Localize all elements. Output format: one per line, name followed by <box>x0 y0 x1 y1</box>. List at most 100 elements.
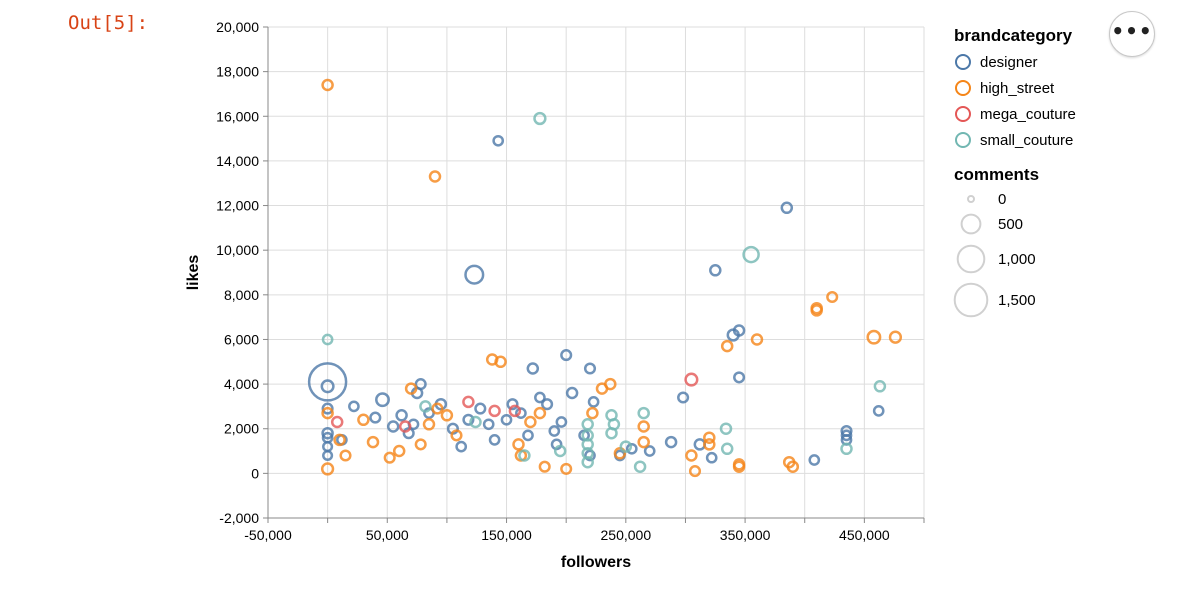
data-point <box>414 438 427 451</box>
data-point <box>584 449 596 462</box>
data-point <box>684 372 699 387</box>
data-point <box>625 442 638 455</box>
legend-label: high_street <box>980 80 1055 97</box>
y-tick-label: 2,000 <box>224 421 259 437</box>
data-point <box>321 333 334 346</box>
data-point <box>732 460 746 473</box>
data-point <box>488 404 501 418</box>
data-point <box>637 435 650 449</box>
data-point <box>482 418 495 431</box>
legend-symbol <box>955 80 971 96</box>
data-point <box>555 416 568 428</box>
y-axis-title: likes <box>185 255 202 291</box>
data-point <box>637 420 650 433</box>
x-tick-label: 350,000 <box>720 527 771 543</box>
data-point <box>742 245 760 264</box>
data-point <box>873 380 887 393</box>
data-point <box>322 449 334 462</box>
data-point <box>619 440 633 453</box>
data-point <box>307 362 348 402</box>
data-point <box>677 391 690 404</box>
data-point <box>386 420 400 433</box>
data-point <box>392 444 406 458</box>
data-point <box>888 330 903 344</box>
data-point <box>339 449 352 462</box>
data-point <box>321 426 334 440</box>
data-point <box>508 404 522 418</box>
data-point <box>469 415 482 429</box>
data-point <box>604 377 617 391</box>
color-legend-title: brandcategory <box>954 26 1073 45</box>
data-point <box>455 440 468 453</box>
size-legend-symbol <box>956 244 986 274</box>
y-tick-label: 12,000 <box>216 198 259 214</box>
data-point <box>515 407 527 419</box>
data-point <box>398 420 412 433</box>
chart-grid <box>267 26 925 519</box>
data-point <box>440 409 454 422</box>
legend-label: small_couture <box>980 132 1073 149</box>
x-tick-label: -50,000 <box>244 527 292 543</box>
data-point <box>534 391 546 404</box>
data-point <box>786 460 800 473</box>
data-point <box>750 333 764 346</box>
y-tick-label: 20,000 <box>216 19 259 35</box>
size-legend-label: 1,500 <box>998 292 1036 309</box>
size-legend-label: 0 <box>998 191 1006 208</box>
data-point <box>320 379 335 394</box>
data-point <box>688 465 702 478</box>
y-tick-label: -2,000 <box>219 510 259 526</box>
data-point <box>450 429 463 442</box>
data-point <box>404 382 418 395</box>
data-point <box>395 409 408 422</box>
data-point <box>348 400 360 413</box>
x-tick-label: 250,000 <box>601 527 652 543</box>
data-point <box>321 402 334 415</box>
data-point <box>422 418 436 431</box>
data-point <box>703 438 716 451</box>
data-point <box>524 415 537 429</box>
data-point <box>541 398 554 411</box>
data-point <box>492 134 505 147</box>
size-legend-label: 1,000 <box>998 251 1036 268</box>
x-tick-label: 150,000 <box>481 527 532 543</box>
legend-symbol <box>955 106 971 122</box>
data-point <box>462 395 475 409</box>
data-point <box>512 438 525 451</box>
data-point <box>333 433 346 447</box>
data-point <box>522 429 534 442</box>
chart-marks <box>307 78 903 478</box>
data-point <box>548 425 561 437</box>
data-point <box>321 406 334 420</box>
data-point <box>605 426 618 440</box>
data-point <box>506 398 519 411</box>
data-point <box>369 411 382 424</box>
y-tick-label: 16,000 <box>216 108 259 124</box>
data-point <box>414 378 427 391</box>
data-point <box>732 324 746 337</box>
data-point <box>810 304 823 317</box>
cell-output-prompt: Out[5]: <box>68 12 149 34</box>
data-point <box>431 402 444 415</box>
data-point <box>565 386 579 400</box>
data-point <box>703 431 716 444</box>
data-point <box>840 429 853 442</box>
data-point <box>538 460 551 473</box>
data-point <box>330 415 344 429</box>
y-tick-label: 8,000 <box>224 287 259 303</box>
y-tick-label: 18,000 <box>216 64 259 80</box>
data-point <box>709 264 722 277</box>
chart-actions-menu-button[interactable]: ••• <box>1109 11 1155 57</box>
data-point <box>720 339 734 353</box>
y-tick-label: 10,000 <box>216 242 259 258</box>
y-tick-label: 0 <box>251 465 259 481</box>
data-point <box>488 434 501 446</box>
data-point <box>560 349 573 362</box>
data-point <box>587 396 600 408</box>
legend-label: designer <box>980 54 1038 71</box>
data-point <box>518 449 531 462</box>
data-point <box>685 449 698 462</box>
y-tick-label: 14,000 <box>216 153 259 169</box>
legend-symbol <box>955 54 971 70</box>
